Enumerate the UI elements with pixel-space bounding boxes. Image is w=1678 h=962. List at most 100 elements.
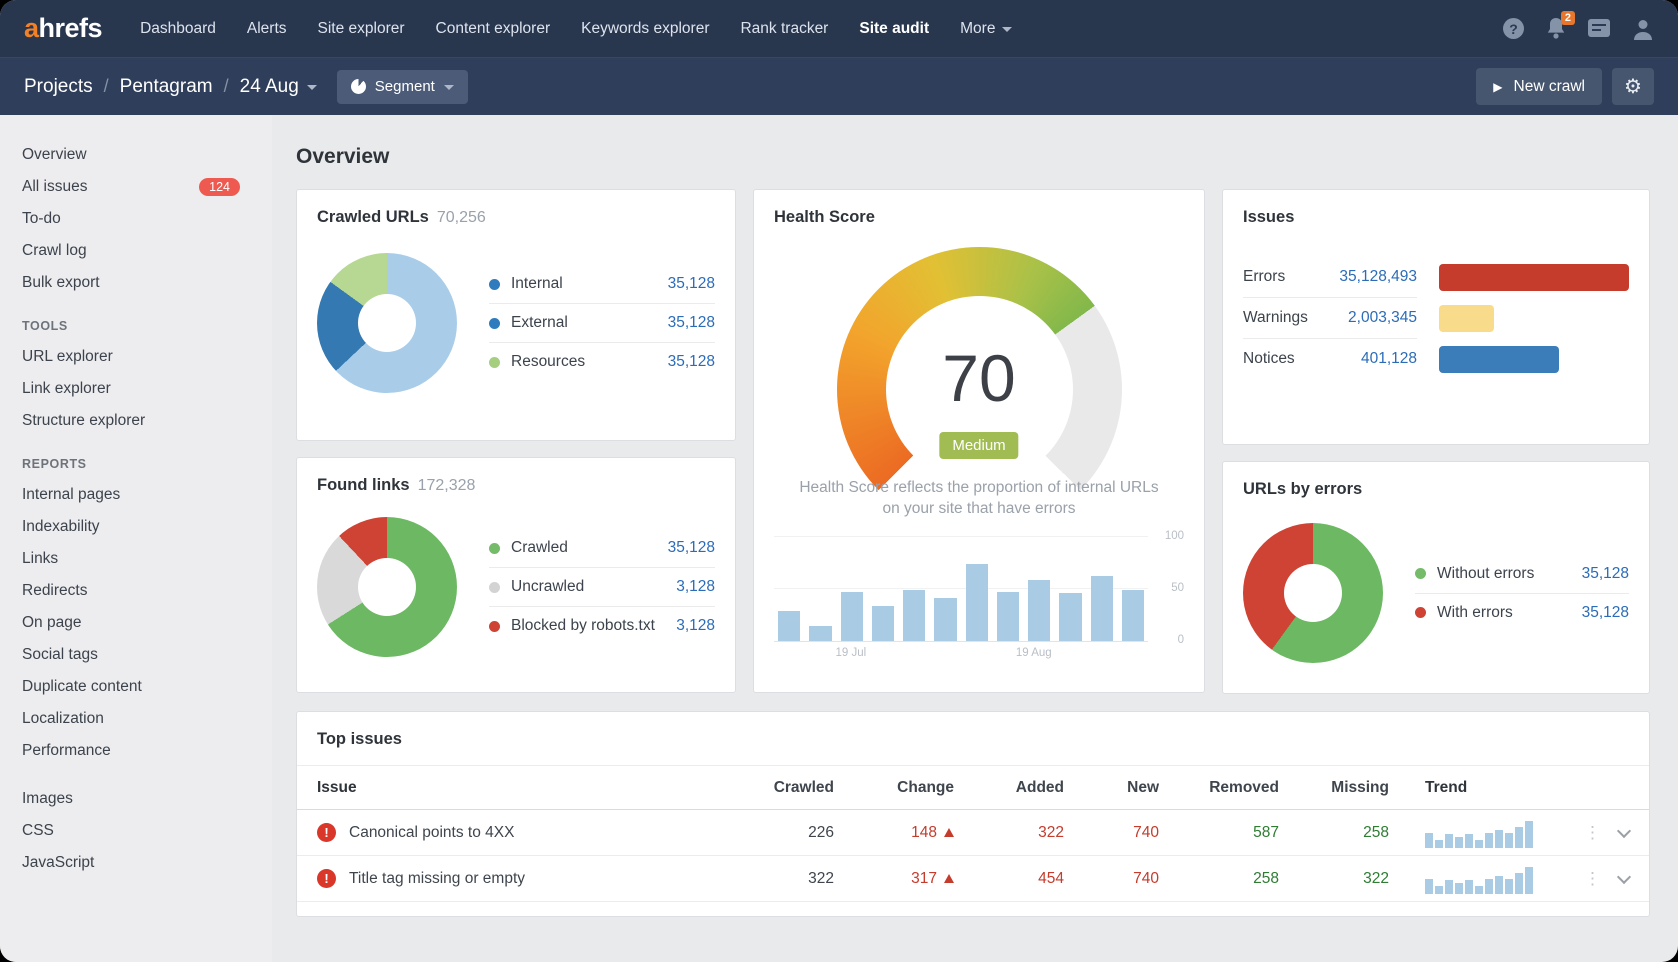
chevron-down-icon: [306, 85, 317, 90]
legend-value-link[interactable]: 35,128: [667, 539, 715, 556]
found-links-donut-chart: [317, 517, 457, 657]
issue-name-cell[interactable]: ! Title tag missing or empty: [317, 869, 744, 888]
issues-row-value-link[interactable]: 401,128: [1360, 350, 1417, 367]
sidebar-item-performance[interactable]: Performance: [22, 735, 254, 767]
sparkline-bar: [1495, 829, 1503, 848]
legend-label: Without errors: [1437, 564, 1535, 582]
new-crawl-button[interactable]: ▶ New crawl: [1476, 68, 1602, 105]
change-up-icon: [944, 873, 954, 883]
legend-value-link[interactable]: 35,128: [667, 275, 715, 292]
sidebar-item-label: Indexability: [22, 518, 100, 535]
notifications-bell-icon[interactable]: 2: [1546, 10, 1575, 40]
sidebar-item-label: All issues: [22, 178, 88, 195]
feedback-icon[interactable]: [1588, 18, 1610, 39]
sidebar-item-internal-pages[interactable]: Internal pages: [22, 479, 254, 511]
sidebar-item-css[interactable]: CSS: [22, 815, 254, 847]
urls-by-errors-card: URLs by errors Without errors 35,128 With …: [1222, 461, 1650, 694]
issues-row-value-link[interactable]: 2,003,345: [1348, 309, 1417, 326]
change-cell: 148: [834, 824, 954, 842]
main-nav: Dashboard Alerts Site explorer Content expl…: [140, 19, 1013, 38]
sidebar-item-bulk-export[interactable]: Bulk export: [22, 267, 254, 299]
nav-item-site-audit[interactable]: Site audit: [859, 19, 930, 37]
y-axis-tick: 100: [1164, 529, 1184, 542]
sidebar-item-link-explorer[interactable]: Link explorer: [22, 373, 254, 405]
expand-chevron-icon[interactable]: [1616, 823, 1632, 838]
x-axis-tick: 19 Aug: [1015, 646, 1052, 659]
sidebar-item-on-page[interactable]: On page: [22, 607, 254, 639]
sidebar-item-duplicate-content[interactable]: Duplicate content: [22, 671, 254, 703]
legend-dot: [489, 581, 500, 593]
nav-item-keywords-explorer[interactable]: Keywords explorer: [581, 19, 710, 37]
legend-dot: [489, 356, 500, 368]
sidebar-item-images[interactable]: Images: [22, 783, 254, 815]
nav-item-dashboard[interactable]: Dashboard: [140, 19, 216, 37]
table-row[interactable]: ! Title tag missing or empty 322 317 454 740 2…: [297, 856, 1649, 902]
sidebar-item-javascript[interactable]: JavaScript: [22, 847, 254, 879]
chevron-down-icon: [443, 85, 454, 90]
sidebar-item-label: URL explorer: [22, 348, 113, 365]
health-score-level-badge: Medium: [939, 432, 1019, 460]
legend-label: Resources: [511, 353, 586, 370]
column-header-issue: Issue: [317, 779, 357, 796]
legend-label: Internal: [511, 275, 563, 292]
sidebar-item-to-do[interactable]: To-do: [22, 203, 254, 235]
legend-value-link[interactable]: 35,128: [1581, 564, 1629, 582]
sidebar-item-crawl-log[interactable]: Crawl log: [22, 235, 254, 267]
crawl-date-selector[interactable]: 24 Aug: [240, 76, 317, 98]
sidebar-item-label: CSS: [22, 822, 54, 839]
x-axis-tick: 19 Jul: [835, 646, 867, 659]
new-cell: 740: [1133, 869, 1159, 887]
nav-item-more[interactable]: More: [960, 20, 1013, 38]
sidebar-item-url-explorer[interactable]: URL explorer: [22, 341, 254, 373]
issue-name-cell[interactable]: ! Canonical points to 4XX: [317, 823, 744, 842]
legend-value-link[interactable]: 35,128: [667, 314, 715, 331]
expand-chevron-icon[interactable]: [1616, 869, 1632, 884]
breadcrumb-project-name[interactable]: Pentagram: [119, 75, 213, 97]
trend-sparkline: [1389, 818, 1549, 848]
health-chart-bar: [965, 564, 988, 641]
legend-value-link[interactable]: 3,128: [676, 578, 715, 595]
breadcrumb: Projects / Pentagram / 24 Aug: [24, 76, 317, 98]
legend-value-link[interactable]: 35,128: [667, 353, 715, 370]
sidebar-item-overview[interactable]: Overview: [22, 139, 254, 171]
nav-item-content-explorer[interactable]: Content explorer: [435, 19, 551, 37]
health-score-value: 70: [942, 341, 1016, 416]
nav-item-site-explorer[interactable]: Site explorer: [317, 19, 405, 37]
sidebar-item-redirects[interactable]: Redirects: [22, 575, 254, 607]
legend-row: Internal 35,128: [489, 265, 715, 304]
user-avatar-icon[interactable]: [1632, 18, 1654, 40]
more-options-icon[interactable]: ⋮: [1584, 869, 1601, 888]
column-header-trend: Trend: [1425, 779, 1468, 796]
nav-item-alerts[interactable]: Alerts: [246, 19, 287, 37]
sidebar-item-label: Social tags: [22, 646, 98, 663]
sidebar-item-structure-explorer[interactable]: Structure explorer: [22, 405, 254, 437]
legend-value-link[interactable]: 3,128: [676, 617, 715, 634]
issues-rows: Errors 35,128,493 Warnings 2,003,345 Notices…: [1243, 257, 1629, 379]
legend-value-link[interactable]: 35,128: [1581, 603, 1629, 621]
legend-dot: [1415, 607, 1426, 618]
column-header-missing: Missing: [1331, 779, 1389, 796]
help-icon[interactable]: ?: [1503, 18, 1524, 39]
sidebar-item-localization[interactable]: Localization: [22, 703, 254, 735]
sidebar-section-header: REPORTS: [22, 457, 87, 471]
segment-button[interactable]: Segment: [336, 69, 468, 104]
settings-gear-button[interactable]: ⚙: [1612, 68, 1654, 105]
sidebar-item-social-tags[interactable]: Social tags: [22, 639, 254, 671]
table-row[interactable]: ! Canonical points to 4XX 226 148 322 740 587 2…: [297, 810, 1649, 856]
y-axis-tick: 0: [1177, 633, 1184, 646]
more-options-icon[interactable]: ⋮: [1584, 823, 1601, 842]
legend-dot: [1415, 568, 1426, 579]
issues-row-value-link[interactable]: 35,128,493: [1339, 268, 1417, 285]
missing-cell: 322: [1363, 869, 1389, 887]
top-issues-title: Top issues: [317, 730, 402, 748]
play-icon: ▶: [1493, 79, 1503, 94]
sidebar-item-all-issues[interactable]: All issues 124: [22, 171, 254, 203]
sidebar-item-links[interactable]: Links: [22, 543, 254, 575]
ahrefs-logo[interactable]: ahrefs: [24, 13, 103, 44]
sidebar-item-indexability[interactable]: Indexability: [22, 511, 254, 543]
nav-item-rank-tracker[interactable]: Rank tracker: [740, 19, 829, 37]
issues-row-errors: Errors 35,128,493: [1243, 257, 1629, 298]
card-title: Health Score: [774, 208, 875, 226]
legend-dot: [489, 278, 500, 290]
breadcrumb-projects[interactable]: Projects: [24, 75, 93, 97]
